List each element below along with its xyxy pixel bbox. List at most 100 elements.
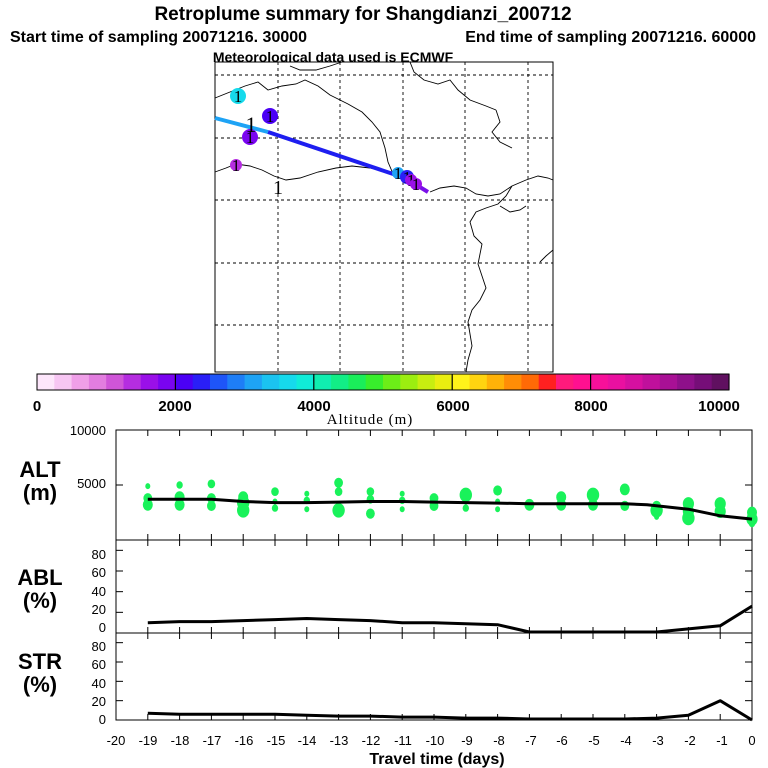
- alt-median-line: [147, 497, 753, 521]
- x-tick-label: -20: [107, 733, 126, 748]
- map-marker: [262, 108, 278, 124]
- colorbar-segment: [625, 374, 644, 390]
- colorbar-tick-label: 6000: [436, 398, 469, 415]
- str-series-line: [147, 699, 753, 722]
- str-y-tick-label: 0: [99, 712, 106, 727]
- alt-data-point: [556, 491, 567, 503]
- x-tick-label: -8: [493, 733, 505, 748]
- colorbar-segment: [348, 374, 367, 390]
- x-axis-title: Travel time (days): [369, 751, 504, 768]
- str-y-tick-label: 60: [92, 657, 106, 672]
- abl-y-tick-label: 40: [92, 584, 106, 599]
- map-marker: [242, 129, 258, 145]
- alt-panel-unit: (m): [23, 480, 57, 505]
- colorbar-segment: [88, 374, 107, 390]
- colorbar-segment: [140, 374, 159, 390]
- alt-data-point: [334, 477, 343, 488]
- colorbar-segment: [521, 374, 540, 390]
- abl-y-tick-labels: 0 20 40 60 80: [92, 547, 106, 635]
- map-marker-label: 1: [232, 156, 241, 175]
- colorbar-segment: [296, 374, 315, 390]
- colorbar-segment: [244, 374, 263, 390]
- alt-y-tick-labels: 5000 10000: [70, 423, 106, 491]
- colorbar-tick-label: 0: [33, 398, 41, 415]
- map-gridlines: [215, 62, 553, 372]
- abl-y-tick-label: 80: [92, 547, 106, 562]
- abl-series-line: [147, 604, 753, 634]
- colorbar-segment: [123, 374, 142, 390]
- alt-data-point: [586, 487, 600, 503]
- x-tick-label: -14: [298, 733, 317, 748]
- abl-panel: [115, 539, 753, 634]
- map-marker-label: 1: [412, 175, 421, 194]
- colorbar-segment: [261, 374, 280, 390]
- alt-data-point: [207, 500, 216, 511]
- map-marker: [230, 88, 246, 104]
- alt-data-point: [332, 503, 345, 518]
- colorbar-tick-label: 8000: [574, 398, 607, 415]
- colorbar-segment: [192, 374, 211, 390]
- alt-panel: [115, 429, 758, 541]
- alt-data-point: [493, 485, 502, 496]
- trajectory-segment-mid: [267, 130, 406, 180]
- x-tick-label: -11: [394, 733, 412, 748]
- str-y-tick-labels: 0 20 40 60 80: [92, 639, 106, 727]
- alt-data-point: [334, 487, 343, 496]
- colorbar-segment: [486, 374, 505, 390]
- alt-y-tick-label: 5000: [77, 476, 106, 491]
- alt-data-point: [462, 504, 469, 512]
- x-tick-label: -5: [588, 733, 600, 748]
- map-marker-label: 1: [407, 171, 416, 190]
- abl-y-tick-label: 20: [92, 602, 106, 617]
- alt-data-point: [619, 483, 630, 496]
- panel-frame: [115, 539, 753, 634]
- colorbar-segment: [417, 374, 436, 390]
- map-marker: [410, 178, 422, 190]
- colorbar-label: Altitude (m): [327, 412, 414, 428]
- x-tick-label: -9: [461, 733, 473, 748]
- x-tick-label: -17: [203, 733, 222, 748]
- colorbar-tick-label: 4000: [297, 398, 330, 415]
- met-data-title: Meteorological data used is ECMWF: [213, 49, 454, 65]
- colorbar-segment: [711, 374, 730, 390]
- colorbar-segment: [504, 374, 522, 390]
- colorbar-tick-labels: 0 2000 4000 6000 8000 10000: [33, 398, 740, 415]
- map-marker-label: 1: [246, 128, 255, 147]
- colorbar-frame: [36, 373, 730, 391]
- colorbar-segment: [227, 374, 246, 390]
- alt-data-point: [399, 490, 405, 497]
- map-marker-label: 1: [394, 164, 403, 183]
- str-y-tick-label: 40: [92, 676, 106, 691]
- time-series-panels: [115, 429, 758, 722]
- x-tick-label: -13: [330, 733, 349, 748]
- alt-data-point: [304, 490, 310, 497]
- alt-data-point: [304, 506, 310, 513]
- map-marker-label: 1: [234, 87, 243, 106]
- str-y-tick-label: 80: [92, 639, 106, 654]
- alt-data-point: [714, 497, 726, 511]
- str-panel: [115, 632, 753, 722]
- str-y-tick-label: 20: [92, 694, 106, 709]
- colorbar-segment: [175, 374, 194, 390]
- alt-data-point: [174, 491, 185, 503]
- colorbar-segment: [590, 374, 609, 390]
- alt-panel-label: ALT: [19, 457, 61, 482]
- panel-frame: [115, 632, 753, 721]
- colorbar-segment: [71, 374, 90, 390]
- alt-data-point: [145, 483, 151, 490]
- colorbar-segment: [331, 374, 349, 390]
- abl-panel-label: ABL: [17, 565, 62, 590]
- colorbar-segment: [677, 374, 695, 390]
- colorbar-segment: [279, 374, 298, 390]
- colorbar-segment: [106, 374, 125, 390]
- alt-data-point: [366, 508, 375, 519]
- x-tick-label: -1: [716, 733, 728, 748]
- colorbar-segment: [434, 374, 453, 390]
- alt-y-tick-label: 10000: [70, 423, 106, 438]
- alt-data-point: [747, 506, 757, 519]
- x-tick-label: -16: [235, 733, 254, 748]
- map-number-label: 1: [273, 177, 283, 199]
- str-panel-unit: (%): [23, 672, 57, 697]
